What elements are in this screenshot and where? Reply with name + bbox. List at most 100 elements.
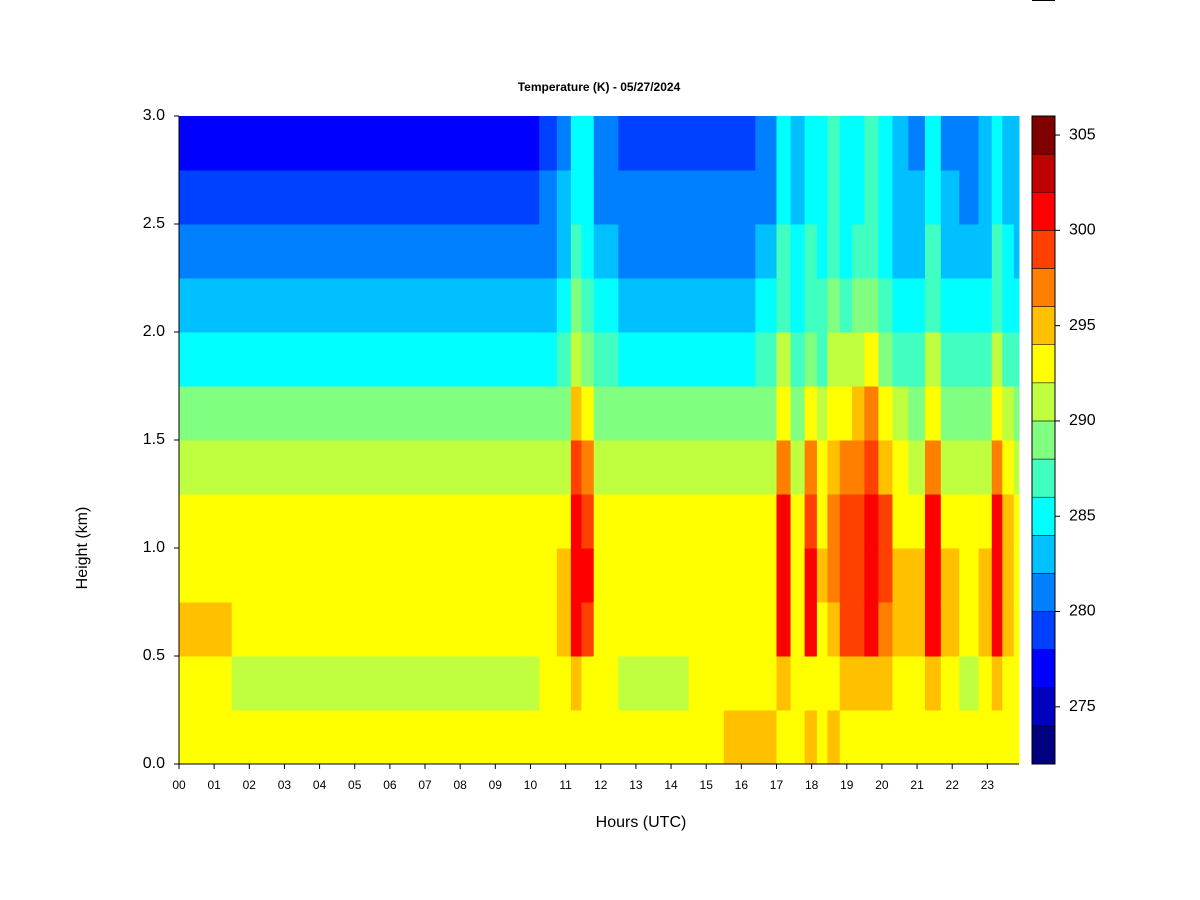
y-tick-label: 1.5 — [143, 431, 165, 448]
cell — [790, 494, 806, 549]
cell — [556, 224, 572, 279]
cell — [407, 386, 444, 441]
cell — [1013, 440, 1020, 495]
chart-title: Temperature (K) - 05/27/2024 — [518, 80, 681, 94]
cell — [892, 710, 909, 765]
cell — [924, 278, 942, 333]
cell — [827, 332, 841, 387]
x-tick-label: 07 — [418, 778, 432, 792]
cell — [570, 602, 582, 657]
cell — [852, 224, 865, 279]
cell — [205, 548, 233, 603]
cell — [581, 332, 595, 387]
cell — [878, 116, 893, 171]
cell — [442, 548, 479, 603]
cell — [337, 710, 373, 765]
cell — [978, 440, 993, 495]
cell — [266, 170, 303, 225]
cell — [372, 656, 408, 711]
cell — [776, 548, 792, 603]
cell — [581, 548, 595, 603]
cell — [337, 494, 373, 549]
colorbar-tick-label: 305 — [1069, 126, 1096, 143]
cell — [593, 116, 619, 171]
cell — [1002, 332, 1015, 387]
cell — [924, 386, 942, 441]
cell — [959, 386, 980, 441]
cell — [816, 170, 828, 225]
cell — [653, 602, 690, 657]
cell — [570, 494, 582, 549]
cell — [179, 170, 189, 225]
cell — [653, 224, 690, 279]
cell — [816, 332, 828, 387]
cell — [688, 494, 725, 549]
cell — [570, 278, 582, 333]
cell — [978, 116, 993, 171]
cell — [827, 656, 841, 711]
cell — [864, 332, 879, 387]
cell — [231, 656, 268, 711]
cell — [556, 710, 572, 765]
x-tick-label: 20 — [875, 778, 889, 792]
cell — [302, 548, 338, 603]
cell — [618, 278, 654, 333]
cell — [892, 656, 909, 711]
cell — [852, 116, 865, 171]
colorbar-tick-label: 285 — [1069, 507, 1096, 524]
cell — [442, 170, 479, 225]
cell — [924, 116, 942, 171]
x-tick-label: 19 — [840, 778, 854, 792]
y-tick-label: 0.0 — [143, 755, 165, 772]
cell — [187, 332, 206, 387]
cell — [864, 602, 879, 657]
cell — [892, 332, 909, 387]
cell — [231, 224, 268, 279]
cell — [878, 224, 893, 279]
cell — [864, 170, 879, 225]
cell — [839, 386, 853, 441]
cell — [723, 440, 756, 495]
cell — [372, 386, 408, 441]
cell — [539, 278, 558, 333]
cell — [618, 494, 654, 549]
cell — [266, 332, 303, 387]
x-tick-label: 08 — [453, 778, 467, 792]
cell — [978, 386, 993, 441]
cell — [723, 278, 756, 333]
cell — [556, 602, 572, 657]
cell — [864, 224, 879, 279]
cell — [864, 494, 879, 549]
cell — [512, 494, 540, 549]
cell — [231, 332, 268, 387]
x-tick-label: 21 — [910, 778, 924, 792]
colorbar-bin — [1031, 230, 1056, 269]
cell — [1013, 548, 1020, 603]
cell — [816, 548, 828, 603]
x-tick-label: 04 — [313, 778, 327, 792]
cell — [618, 224, 654, 279]
cell — [205, 494, 233, 549]
cell — [302, 656, 338, 711]
cell — [908, 332, 926, 387]
cell — [302, 494, 338, 549]
cell — [991, 494, 1003, 549]
cell — [688, 710, 725, 765]
cell — [816, 278, 828, 333]
cell — [790, 602, 806, 657]
cell — [512, 116, 540, 171]
cell — [723, 602, 756, 657]
cell — [908, 224, 926, 279]
x-tick-label: 22 — [946, 778, 960, 792]
cell — [688, 224, 725, 279]
colorbar-tick-label: 275 — [1069, 698, 1096, 715]
cell — [978, 332, 993, 387]
cell — [723, 656, 756, 711]
cell — [839, 548, 853, 603]
cell — [978, 656, 993, 711]
cell — [442, 494, 479, 549]
cell — [442, 278, 479, 333]
cell — [1013, 332, 1020, 387]
cell — [924, 710, 942, 765]
cell — [776, 656, 792, 711]
